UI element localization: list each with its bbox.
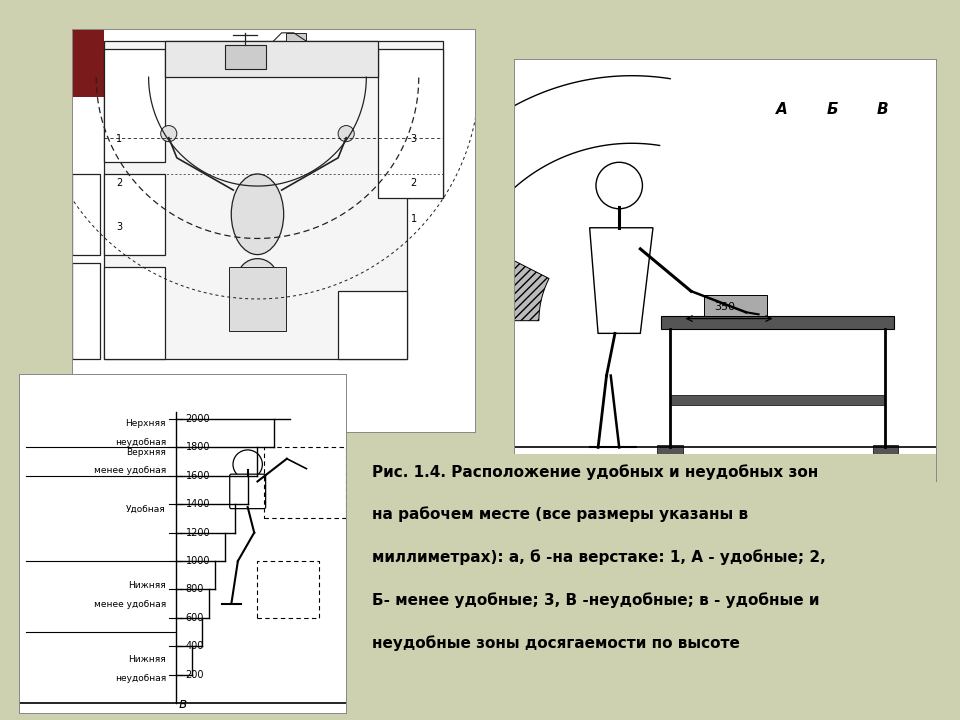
Text: Удобная: Удобная bbox=[127, 505, 166, 513]
Text: 3: 3 bbox=[116, 222, 123, 233]
Bar bbox=[105, 266, 165, 359]
Bar bbox=[658, 445, 683, 456]
Bar bbox=[226, 45, 266, 69]
Text: 3: 3 bbox=[411, 134, 417, 144]
Text: 1: 1 bbox=[411, 215, 417, 225]
Bar bbox=[704, 295, 767, 317]
Text: 1400: 1400 bbox=[185, 499, 210, 509]
Bar bbox=[72, 29, 105, 97]
Text: 1800: 1800 bbox=[185, 442, 210, 452]
Text: 2000: 2000 bbox=[185, 414, 210, 424]
Bar bbox=[229, 266, 286, 331]
Bar bbox=[165, 41, 378, 77]
Text: 2: 2 bbox=[411, 178, 417, 188]
Text: 1000: 1000 bbox=[185, 556, 210, 566]
Polygon shape bbox=[589, 228, 653, 333]
Text: А: А bbox=[776, 102, 787, 117]
Text: Нижняя: Нижняя bbox=[129, 655, 166, 664]
Text: Рис. 1.4. Расположение удобных и неудобных зон: Рис. 1.4. Расположение удобных и неудобн… bbox=[372, 464, 818, 480]
Circle shape bbox=[237, 258, 277, 299]
Text: менее удобная: менее удобная bbox=[94, 600, 166, 609]
Text: 600: 600 bbox=[185, 613, 204, 623]
Bar bbox=[105, 49, 165, 162]
Text: в: в bbox=[179, 697, 186, 711]
FancyBboxPatch shape bbox=[229, 474, 266, 508]
Text: неудобная: неудобная bbox=[115, 438, 166, 447]
Circle shape bbox=[338, 125, 354, 142]
Bar bbox=[873, 445, 898, 456]
Text: а: а bbox=[270, 413, 277, 427]
Text: 1200: 1200 bbox=[185, 528, 210, 538]
Text: 2: 2 bbox=[116, 178, 123, 188]
Text: миллиметрах): а, б -на верстаке: 1, А - удобные; 2,: миллиметрах): а, б -на верстаке: 1, А - … bbox=[372, 549, 826, 565]
Text: 1600: 1600 bbox=[185, 471, 210, 481]
Text: 1: 1 bbox=[116, 134, 123, 144]
Text: менее удобная: менее удобная bbox=[94, 467, 166, 475]
Text: б: б bbox=[721, 464, 729, 478]
Text: Б: Б bbox=[827, 102, 838, 117]
Bar bbox=[286, 33, 306, 41]
Text: 400: 400 bbox=[185, 642, 204, 652]
Text: В: В bbox=[876, 102, 889, 117]
Text: Верхняя: Верхняя bbox=[126, 448, 166, 456]
Text: 200: 200 bbox=[185, 670, 204, 680]
Text: Нижняя: Нижняя bbox=[129, 581, 166, 590]
Bar bbox=[378, 49, 443, 198]
Bar bbox=[105, 174, 165, 255]
Text: неудобная: неудобная bbox=[115, 674, 166, 683]
Polygon shape bbox=[105, 41, 443, 359]
Text: 800: 800 bbox=[185, 585, 204, 595]
Text: неудобные зоны досягаемости по высоте: неудобные зоны досягаемости по высоте bbox=[372, 635, 739, 651]
Text: Нерхняя: Нерхняя bbox=[126, 419, 166, 428]
Text: 350: 350 bbox=[714, 302, 735, 312]
Bar bbox=[72, 263, 100, 359]
Text: на рабочем месте (все размеры указаны в: на рабочем месте (все размеры указаны в bbox=[372, 507, 748, 523]
Circle shape bbox=[160, 125, 177, 142]
Polygon shape bbox=[496, 259, 549, 320]
Bar bbox=[338, 291, 407, 359]
Text: Б- менее удобные; 3, В -неудобные; в - удобные и: Б- менее удобные; 3, В -неудобные; в - у… bbox=[372, 593, 819, 608]
Circle shape bbox=[233, 450, 262, 479]
Bar bbox=[670, 395, 885, 405]
Circle shape bbox=[596, 162, 642, 209]
Bar bbox=[661, 317, 894, 329]
Bar bbox=[72, 174, 100, 255]
Ellipse shape bbox=[231, 174, 283, 255]
